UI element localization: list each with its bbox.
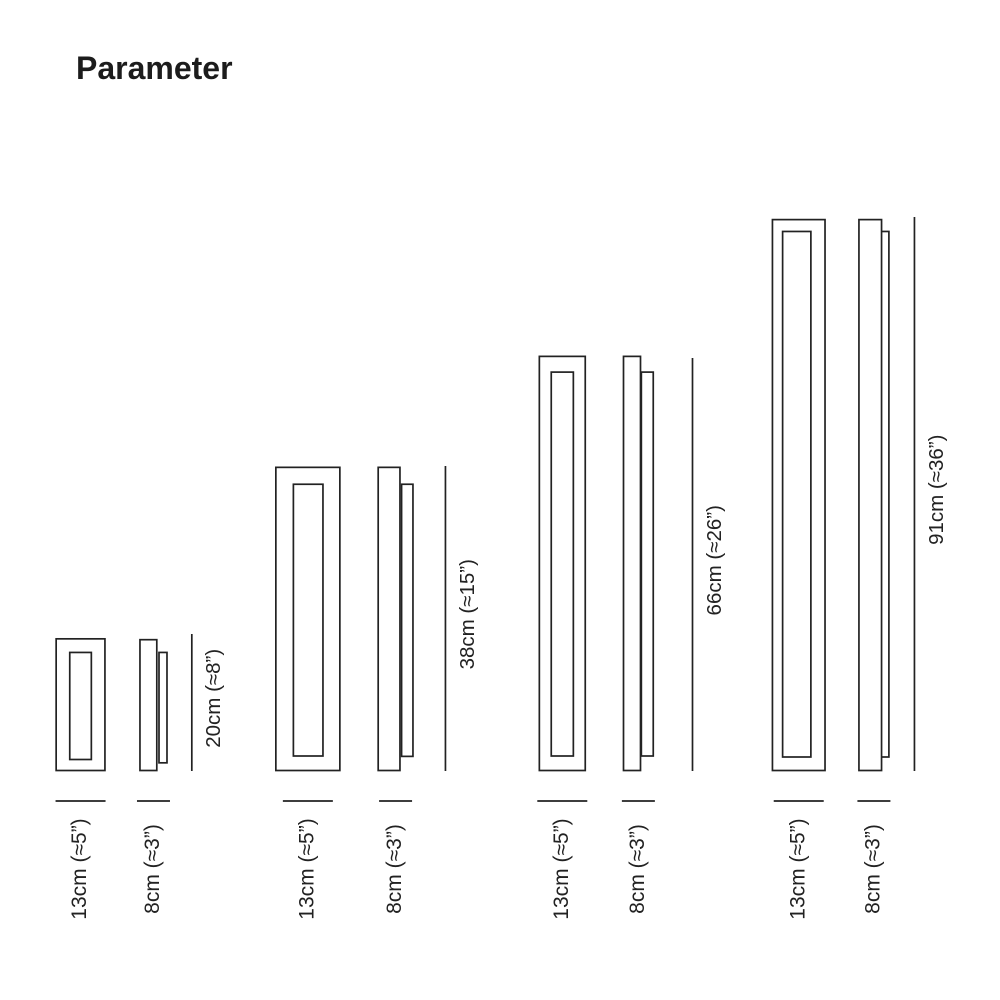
svg-text:8cm (≈3”): 8cm (≈3”) — [861, 824, 884, 914]
svg-text:91cm (≈36”): 91cm (≈36”) — [925, 435, 948, 545]
svg-text:8cm (≈3”): 8cm (≈3”) — [141, 824, 164, 914]
svg-text:20cm (≈8”): 20cm (≈8”) — [202, 649, 225, 748]
svg-text:8cm (≈3”): 8cm (≈3”) — [626, 824, 649, 914]
svg-text:8cm (≈3”): 8cm (≈3”) — [383, 824, 406, 914]
svg-text:38cm (≈15”): 38cm (≈15”) — [456, 559, 479, 669]
svg-text:13cm (≈5”): 13cm (≈5”) — [550, 818, 573, 919]
svg-text:66cm (≈26”): 66cm (≈26”) — [703, 505, 726, 615]
svg-text:13cm (≈5”): 13cm (≈5”) — [68, 818, 91, 919]
svg-text:13cm (≈5”): 13cm (≈5”) — [786, 818, 809, 919]
svg-text:13cm (≈5”): 13cm (≈5”) — [295, 818, 318, 919]
